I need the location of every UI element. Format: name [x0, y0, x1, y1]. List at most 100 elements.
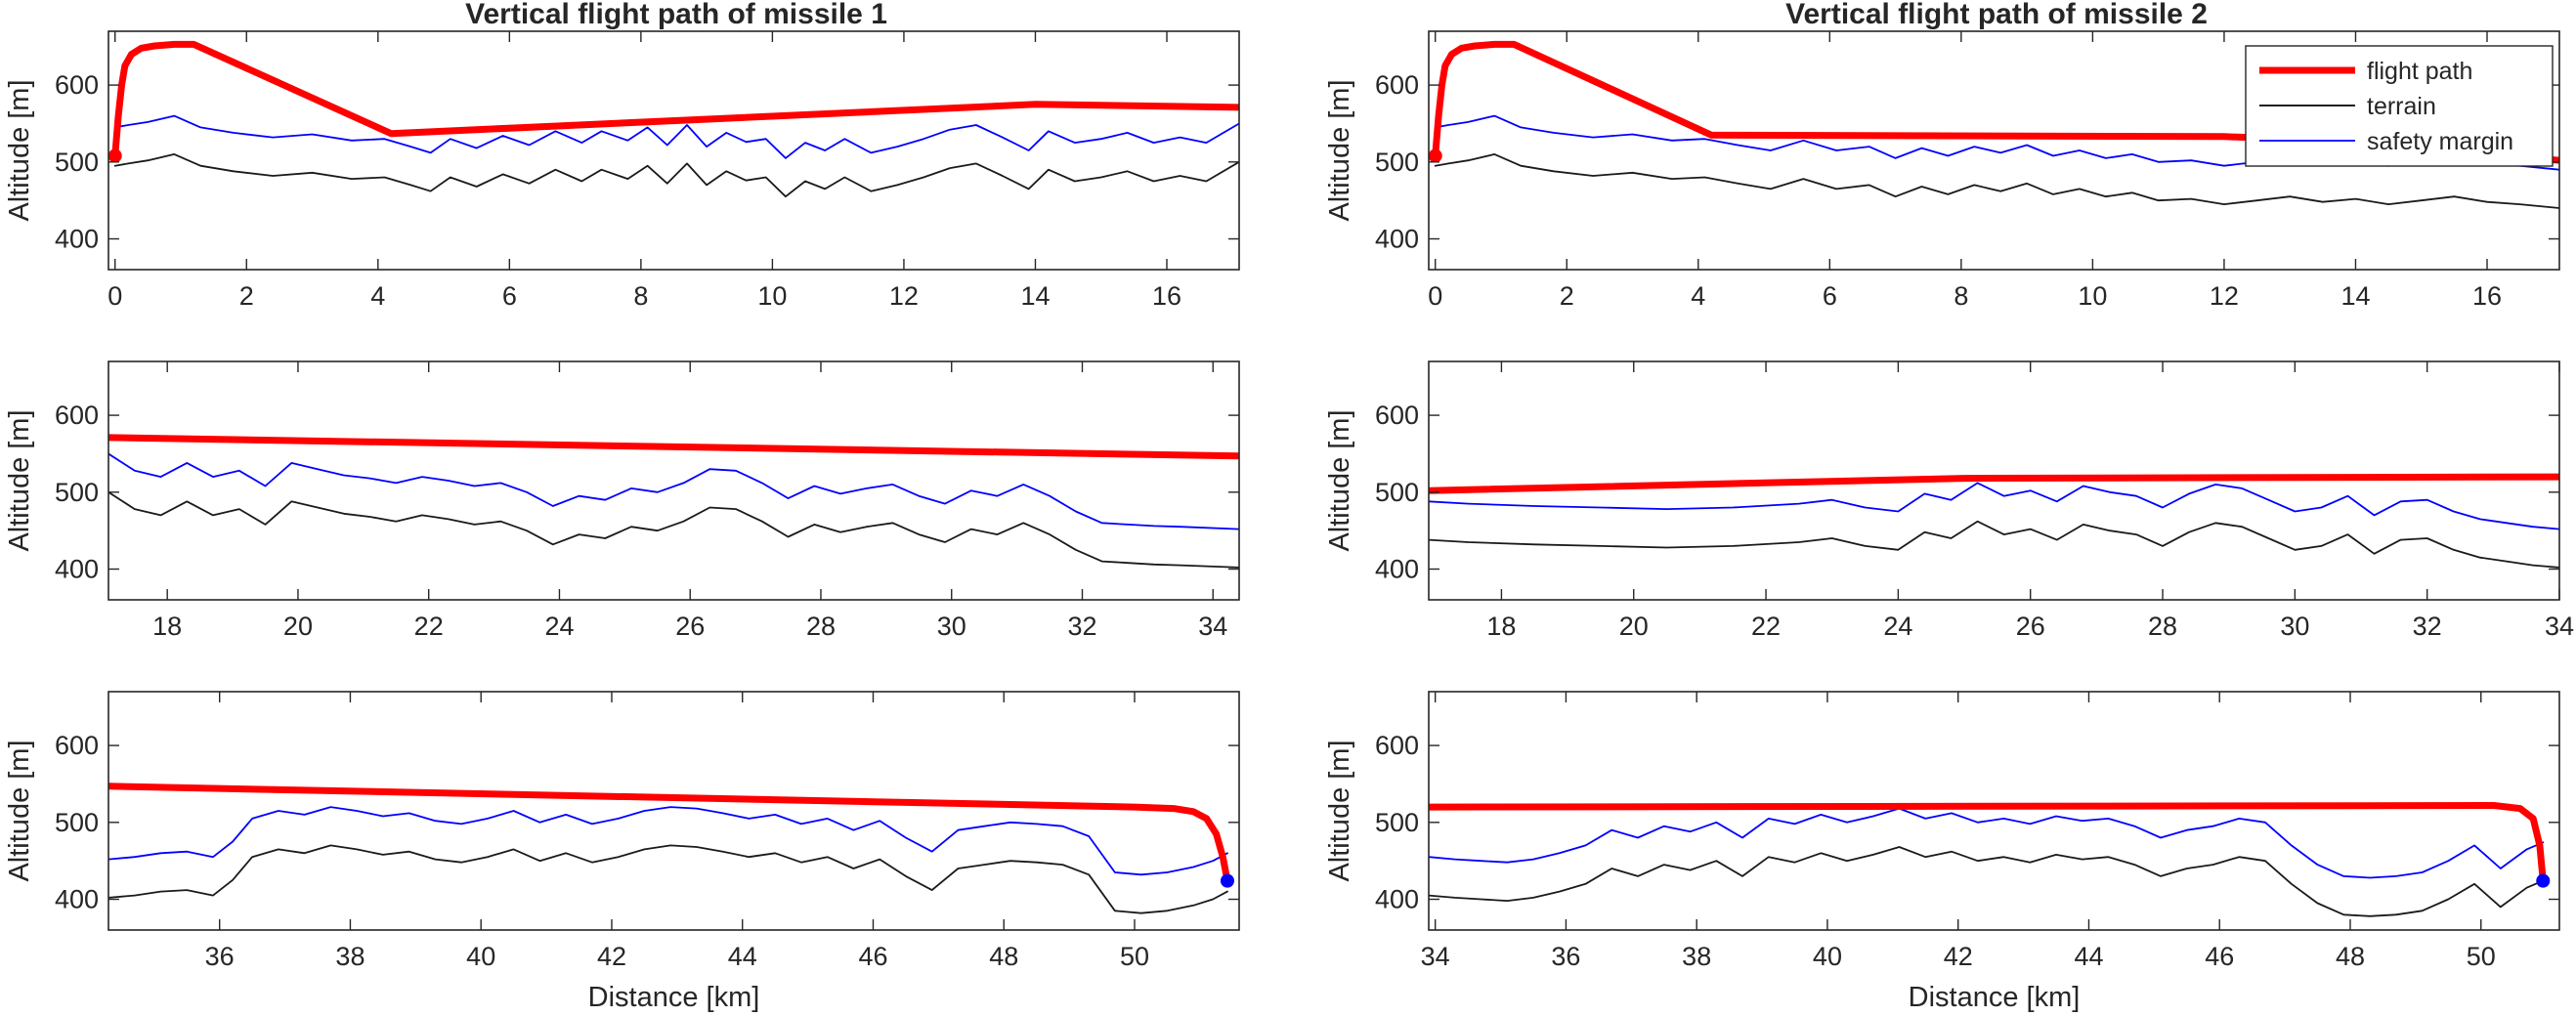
x-tick-label: 26 — [675, 612, 705, 641]
x-tick-label: 40 — [1813, 942, 1842, 971]
x-tick-label: 10 — [2078, 281, 2107, 311]
y-tick-label: 600 — [1375, 70, 1419, 100]
y-tick-label: 500 — [55, 478, 99, 507]
panel-title-missile-1: Vertical flight path of missile 1 — [465, 0, 887, 30]
y-tick-label: 600 — [1375, 731, 1419, 760]
x-tick-label: 18 — [152, 612, 182, 641]
legend-label: safety margin — [2367, 128, 2513, 155]
terrain-line — [1429, 520, 2559, 569]
y-axis-label: Altitude [m] — [4, 79, 35, 221]
x-tick-label: 38 — [335, 942, 365, 971]
series-group — [108, 783, 1231, 914]
x-tick-label: 32 — [1067, 612, 1096, 641]
chart-panel-1: 400 500 600 0 2 4 6 8 10 12 14 16 Altitude [m] — [4, 30, 1240, 311]
x-tick-label: 22 — [414, 612, 444, 641]
x-tick-label: 48 — [989, 942, 1018, 971]
y-tick-label: 400 — [55, 885, 99, 914]
y-tick-label: 400 — [1375, 225, 1419, 254]
x-tick-label: 24 — [544, 612, 574, 641]
y-tick-label: 400 — [55, 225, 99, 254]
series-group — [111, 40, 1239, 198]
y-tick-label: 600 — [55, 70, 99, 100]
x-tick-label: 48 — [2336, 942, 2365, 971]
y-axis-label: Altitude [m] — [1324, 740, 1355, 881]
x-tick-label: 44 — [2074, 942, 2103, 971]
x-tick-label: 2 — [239, 281, 254, 311]
plot-area — [108, 692, 1239, 930]
chart-panel-3: 400 500 600 18 20 22 24 26 28 30 32 34 Altitude [m] — [4, 360, 1240, 641]
y-tick-label: 500 — [1375, 478, 1419, 507]
y-tick-label: 600 — [1375, 401, 1419, 430]
x-tick-label: 10 — [757, 281, 787, 311]
axes-box — [107, 360, 1240, 601]
x-tick-label: 44 — [728, 942, 757, 971]
x-tick-label: 30 — [2280, 612, 2309, 641]
x-tick-label: 4 — [370, 281, 385, 311]
x-tick-label: 30 — [937, 612, 966, 641]
x-tick-label: 0 — [107, 281, 122, 311]
axes-box — [107, 691, 1240, 931]
y-tick-label: 500 — [55, 808, 99, 837]
x-axis-label: Distance [km] — [1909, 982, 2081, 1013]
safety-margin-line — [113, 114, 1239, 159]
x-tick-label: 50 — [1120, 942, 1149, 971]
y-tick-label: 400 — [1375, 555, 1419, 584]
legend-label: terrain — [2367, 93, 2436, 120]
x-tick-label: 40 — [466, 942, 495, 971]
panel-title-missile-2: Vertical flight path of missile 2 — [1785, 0, 2208, 30]
x-tick-label: 14 — [1020, 281, 1050, 311]
x-tick-label: 46 — [2205, 942, 2234, 971]
x-tick-label: 18 — [1486, 612, 1516, 641]
y-tick-label: 600 — [55, 731, 99, 760]
plot-area — [108, 31, 1239, 270]
chart-panel-6: 400 500 600 34 36 38 40 42 44 46 48 50 Altitude [m] D… — [1324, 691, 2560, 1013]
terrain-line — [113, 152, 1239, 198]
flight-path-line — [111, 40, 1239, 159]
x-tick-label: 14 — [2340, 281, 2370, 311]
x-tick-label: 34 — [2545, 612, 2574, 641]
x-tick-label: 38 — [1682, 942, 1711, 971]
x-tick-label: 36 — [205, 942, 235, 971]
x-tick-label: 4 — [1691, 281, 1705, 311]
y-tick-label: 500 — [55, 148, 99, 177]
y-axis-label: Altitude [m] — [4, 409, 35, 551]
chart-panel-4: 400 500 600 18 20 22 24 26 28 30 32 34 Altitude [m] — [1324, 360, 2574, 641]
x-tick-label: 6 — [1823, 281, 1837, 311]
y-tick-label: 500 — [1375, 808, 1419, 837]
legend: flight path terrain safety margin — [2245, 45, 2554, 167]
terrain-line — [108, 490, 1239, 569]
x-tick-label: 26 — [2016, 612, 2045, 641]
axes-box — [107, 30, 1240, 271]
chart-panel-5: 400 500 600 36 38 40 42 44 46 48 50 Altitude [m] Dis… — [4, 691, 1240, 1013]
flight-path-line — [1429, 802, 2547, 885]
endpoint-marker — [1220, 873, 1234, 888]
terrain-line — [1434, 152, 2559, 209]
x-tick-label: 42 — [597, 942, 626, 971]
x-tick-label: 34 — [1198, 612, 1227, 641]
flight-path-line — [108, 434, 1239, 460]
x-tick-label: 50 — [2467, 942, 2496, 971]
x-axis-label: Distance [km] — [588, 982, 760, 1013]
safety-margin-line — [108, 452, 1239, 530]
axes-box — [1428, 691, 2560, 931]
x-tick-label: 16 — [1152, 281, 1181, 311]
y-tick-label: 400 — [55, 555, 99, 584]
plot-area — [1429, 692, 2559, 930]
safety-margin-line — [1429, 807, 2545, 879]
x-tick-label: 20 — [283, 612, 313, 641]
endpoint-marker — [107, 148, 122, 163]
x-tick-label: 46 — [858, 942, 887, 971]
x-tick-label: 28 — [2148, 612, 2177, 641]
y-axis-label: Altitude [m] — [1324, 79, 1355, 221]
series-group — [1429, 473, 2559, 569]
y-axis-label: Altitude [m] — [1324, 409, 1355, 551]
x-tick-label: 12 — [889, 281, 919, 311]
x-tick-label: 8 — [633, 281, 648, 311]
terrain-line — [1429, 846, 2545, 917]
y-tick-label: 400 — [1375, 885, 1419, 914]
flight-path-line — [108, 783, 1231, 885]
legend-label: flight path — [2367, 58, 2472, 85]
endpoint-marker — [2536, 873, 2551, 888]
series-group — [108, 434, 1239, 569]
